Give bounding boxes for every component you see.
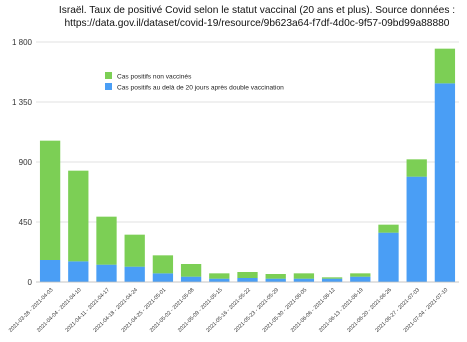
x-tick-label: 2021-03-28 - 2021-04-03 — [8, 287, 55, 334]
legend-label-unvaccinated: Cas positifs non vaccinés — [117, 74, 192, 81]
bar-segment-unvaccinated — [180, 264, 202, 277]
y-tick-label: 0 — [28, 278, 33, 287]
bar-segment-double-vaccinated — [39, 260, 61, 282]
bar-segment-double-vaccinated — [209, 278, 230, 282]
bar-segment-unvaccinated — [434, 48, 456, 84]
bar-segment-unvaccinated — [321, 277, 343, 279]
legend-swatch-unvaccinated — [105, 72, 112, 79]
bar-segment-unvaccinated — [265, 274, 286, 279]
y-tick-label: 1 350 — [12, 98, 33, 107]
bar-segment-unvaccinated — [406, 159, 427, 177]
legend: Cas positifs non vaccinés Cas positifs a… — [105, 72, 284, 92]
bar-segment-double-vaccinated — [124, 266, 145, 282]
bar-segment-double-vaccinated — [378, 232, 399, 282]
bar-segment-double-vaccinated — [350, 276, 371, 282]
bar-segment-double-vaccinated — [265, 278, 286, 282]
bar-segment-double-vaccinated — [434, 83, 456, 282]
legend-label-double-vaccinated: Cas positifs au delà de 20 jours après d… — [117, 85, 284, 92]
chart-title-line-2: https://data.gov.il/dataset/covid-19/res… — [64, 18, 450, 29]
bar-segment-double-vaccinated — [293, 278, 315, 282]
chart-title-line-1: Israël. Taux de positivé Covid selon le … — [58, 5, 456, 16]
bar-segment-double-vaccinated — [237, 278, 258, 282]
y-tick-label: 900 — [19, 158, 33, 167]
legend-swatch-double-vaccinated — [105, 83, 112, 90]
bar-segment-unvaccinated — [39, 140, 61, 260]
bar-segment-unvaccinated — [68, 170, 89, 262]
bar-segment-unvaccinated — [293, 273, 315, 279]
bars — [39, 48, 456, 282]
bar-segment-double-vaccinated — [406, 176, 427, 282]
bar-segment-unvaccinated — [96, 216, 117, 265]
bar-segment-double-vaccinated — [152, 273, 174, 282]
bar-segment-unvaccinated — [350, 273, 371, 277]
y-tick-label: 450 — [19, 218, 33, 227]
bar-segment-unvaccinated — [378, 224, 399, 233]
bar-segment-double-vaccinated — [68, 261, 89, 282]
y-tick-label: 1 800 — [12, 38, 33, 47]
y-axis: 0 450 900 1 350 1 800 — [12, 38, 33, 287]
bar-segment-unvaccinated — [124, 234, 145, 267]
bar-segment-double-vaccinated — [321, 278, 343, 282]
bar-segment-unvaccinated — [237, 272, 258, 278]
chart-title: Israël. Taux de positivé Covid selon le … — [52, 4, 462, 30]
bar-segment-unvaccinated — [209, 273, 230, 279]
bar-segment-double-vaccinated — [96, 264, 117, 282]
bar-segment-double-vaccinated — [180, 276, 202, 282]
bar-segment-unvaccinated — [152, 255, 174, 274]
